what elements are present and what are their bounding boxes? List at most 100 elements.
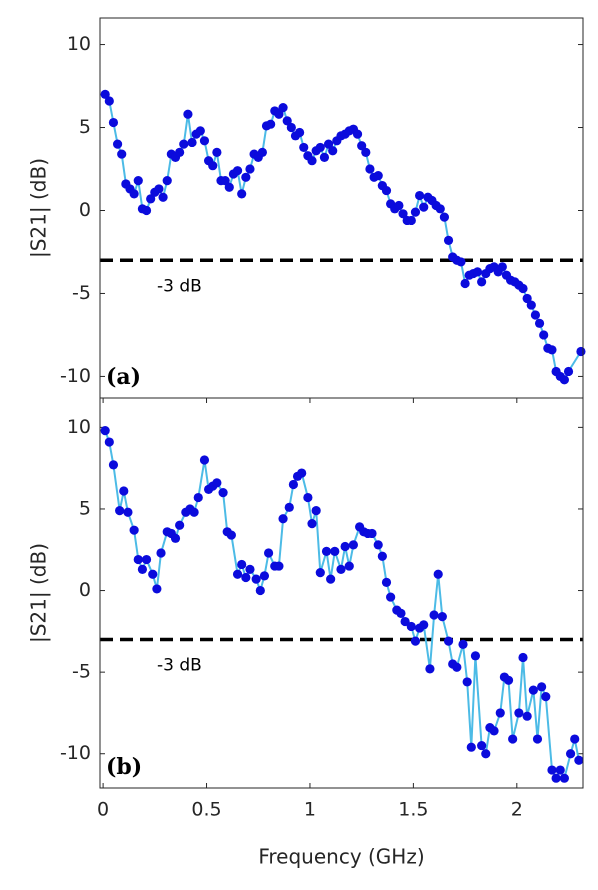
- data-point: [241, 572, 251, 583]
- data-point: [439, 212, 450, 222]
- data-point: [522, 293, 532, 304]
- data-point: [141, 554, 152, 565]
- data-point: [288, 479, 299, 490]
- data-point: [115, 505, 125, 516]
- data-point: [477, 740, 487, 751]
- data-point: [419, 620, 429, 630]
- data-point: [328, 146, 338, 156]
- y-tick-label: 5: [79, 497, 91, 519]
- data-point: [315, 568, 325, 578]
- data-point: [559, 375, 569, 385]
- data-point: [400, 616, 410, 627]
- data-point: [156, 548, 166, 558]
- y-axis-label: |S21| (dB): [27, 158, 51, 258]
- data-point: [497, 262, 507, 272]
- panel-label: (b): [106, 754, 142, 780]
- y-tick-label: 0: [79, 579, 91, 601]
- data-point: [547, 765, 557, 775]
- data-point: [274, 561, 284, 571]
- data-point: [245, 564, 255, 574]
- plot-area: [100, 18, 583, 398]
- data-point: [319, 152, 330, 162]
- data-point: [357, 141, 367, 151]
- data-point: [212, 478, 222, 488]
- data-point: [377, 551, 387, 561]
- data-point: [321, 546, 332, 556]
- data-point: [466, 742, 476, 752]
- data-point: [530, 310, 541, 320]
- data-point: [433, 569, 443, 579]
- data-point: [340, 541, 350, 552]
- data-point: [381, 577, 392, 587]
- data-point: [367, 528, 377, 539]
- data-point: [570, 734, 580, 744]
- data-point: [344, 561, 354, 571]
- data-point: [547, 345, 557, 355]
- data-point: [278, 103, 288, 113]
- data-point: [410, 207, 421, 217]
- x-tick-label: 2: [511, 799, 523, 821]
- data-point: [195, 126, 205, 136]
- data-point: [263, 548, 274, 558]
- data-point: [537, 682, 547, 692]
- axes-box: [99, 397, 584, 789]
- data-point: [162, 176, 172, 186]
- data-point: [108, 460, 119, 470]
- y-tick-label: 0: [79, 199, 91, 221]
- data-point: [348, 540, 358, 550]
- data-point: [456, 257, 466, 267]
- data-point: [503, 675, 514, 685]
- data-point: [526, 300, 536, 310]
- y-tick-label: 10: [67, 33, 91, 55]
- y-tick-label: 10: [67, 416, 91, 438]
- data-point: [559, 773, 569, 783]
- data-point: [183, 109, 193, 119]
- data-point: [133, 554, 143, 565]
- data-point: [394, 200, 404, 211]
- data-point: [158, 192, 168, 202]
- y-tick-label: -5: [72, 661, 91, 683]
- x-tick-label: 1.5: [398, 799, 428, 821]
- data-point: [460, 278, 470, 289]
- data-point: [175, 520, 185, 530]
- data-point: [148, 569, 158, 579]
- x-tick-label: 0: [97, 799, 109, 821]
- data-point: [330, 546, 340, 556]
- data-point: [481, 749, 491, 759]
- data-point: [255, 585, 265, 596]
- data-point: [218, 488, 228, 498]
- data-point: [472, 267, 483, 277]
- data-point: [237, 189, 247, 199]
- data-point: [100, 426, 110, 436]
- data-point: [226, 530, 236, 540]
- data-point: [129, 525, 139, 535]
- threshold-label: -3 dB: [157, 656, 202, 676]
- data-point: [462, 677, 472, 687]
- data-point: [141, 205, 152, 216]
- data-point: [435, 204, 445, 214]
- data-point: [154, 184, 164, 194]
- threshold-label: -3 dB: [157, 276, 202, 296]
- data-point: [245, 164, 255, 174]
- data-point: [237, 559, 247, 570]
- data-point: [565, 749, 576, 759]
- data-point: [489, 726, 499, 736]
- data-point: [336, 564, 346, 574]
- data-point: [551, 773, 561, 783]
- data-point: [574, 755, 584, 765]
- data-point: [170, 533, 181, 543]
- data-point: [555, 765, 565, 775]
- data-point: [286, 122, 296, 133]
- data-point: [297, 468, 307, 478]
- series: [100, 89, 586, 385]
- data-point: [104, 437, 114, 447]
- data-point: [133, 176, 143, 186]
- data-point: [534, 318, 545, 328]
- data-point: [220, 176, 230, 186]
- data-point: [108, 117, 119, 128]
- data-point: [576, 346, 586, 357]
- data-point: [284, 502, 294, 512]
- data-point: [232, 569, 243, 579]
- data-point: [373, 171, 383, 181]
- data-point: [470, 651, 481, 661]
